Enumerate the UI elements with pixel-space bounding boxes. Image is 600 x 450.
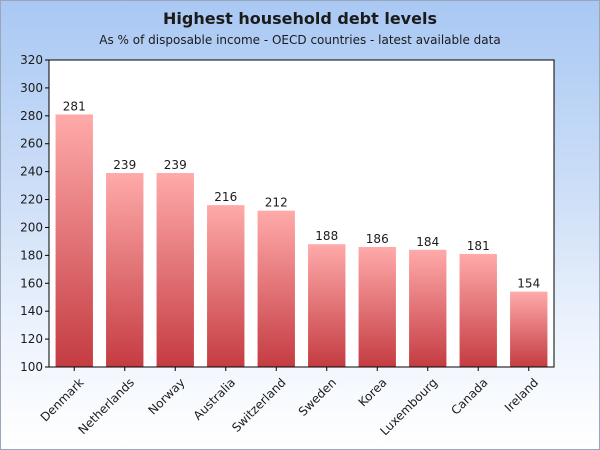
data-label: 188 [315,229,338,243]
x-tick-label: Norway [145,375,187,417]
y-tick-label: 260 [20,137,43,151]
bar-sweden [308,244,346,367]
x-tick-label: Denmark [38,375,87,424]
plot-border [48,59,555,368]
y-tick-label: 120 [20,332,43,346]
bar-korea [358,246,396,367]
y-tick-label: 300 [20,81,43,95]
y-tick-label: 140 [20,304,43,318]
chart-subtitle: As % of disposable income - OECD countri… [99,33,501,47]
y-tick-label: 320 [20,53,43,67]
x-tick-label: Sweden [296,375,339,418]
data-label: 281 [63,99,86,113]
data-label: 186 [366,232,389,246]
y-tick-label: 240 [20,165,43,179]
y-tick-label: 280 [20,109,43,123]
data-label: 216 [214,190,237,204]
x-tick-label: Korea [356,375,390,409]
data-label: 239 [164,158,187,172]
bar-ireland [510,291,548,367]
bar-luxembourg [409,249,447,367]
y-tick-label: 180 [20,248,43,262]
data-label: 212 [265,196,288,210]
bar-switzerland [257,210,295,367]
y-tick-label: 220 [20,193,43,207]
x-tick-label: Australia [191,375,238,422]
x-tick-label: Canada [448,375,490,417]
bar-netherlands [106,173,144,367]
chart-title: Highest household debt levels [163,9,437,28]
y-tick-label: 160 [20,276,43,290]
data-label: 181 [467,239,490,253]
bar-norway [156,173,194,367]
data-label: 239 [113,158,136,172]
data-labels-group: 281 239 239 216 212 188 186 184 181 154 [63,99,540,290]
y-axis: 100 120 140 160 180 200 220 240 260 280 300 320 [20,53,49,374]
bar-australia [207,205,245,367]
bar-canada [459,253,497,367]
x-tick-label: Ireland [502,375,541,414]
y-tick-label: 200 [20,220,43,234]
bars-group [55,114,548,367]
data-label: 154 [517,277,540,291]
data-label: 184 [416,235,439,249]
x-tick-label: Switzerland [229,375,288,434]
y-tick-label: 100 [20,360,43,374]
bar-denmark [55,114,93,367]
